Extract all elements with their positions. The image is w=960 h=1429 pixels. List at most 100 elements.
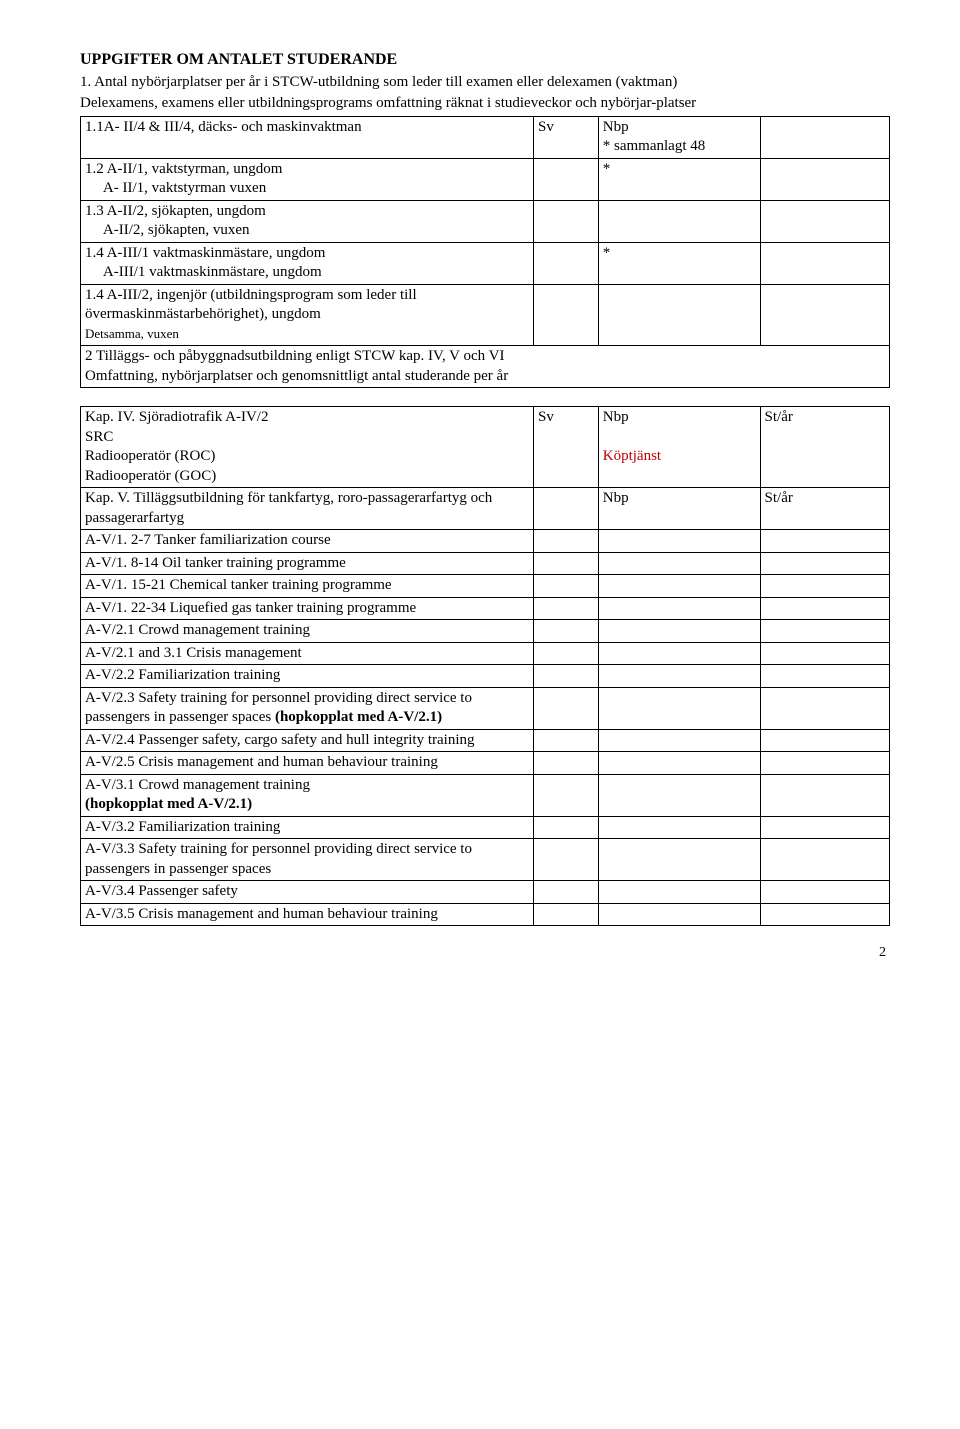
text: SRC <box>85 429 113 445</box>
cell <box>760 839 889 881</box>
cell <box>760 552 889 575</box>
text: (hopkopplat med A-V/2.1) <box>85 796 252 812</box>
cell: St/år <box>760 407 889 488</box>
cell <box>534 881 599 904</box>
cell <box>598 903 760 926</box>
cell: A-V/2.3 Safety training for personnel pr… <box>81 687 534 729</box>
cell <box>760 687 889 729</box>
cell: A-V/3.3 Safety training for personnel pr… <box>81 839 534 881</box>
cell <box>534 200 599 242</box>
cell <box>760 242 889 284</box>
cell <box>534 597 599 620</box>
table-row: A-V/1. 2-7 Tanker familiarization course <box>81 530 890 553</box>
text: A- II/1, vaktstyrman vuxen <box>85 180 266 196</box>
cell <box>598 530 760 553</box>
table-row: A-V/3.3 Safety training for personnel pr… <box>81 839 890 881</box>
cell <box>534 158 599 200</box>
table-row: 1.3 A-II/2, sjökapten, ungdom A-II/2, sj… <box>81 200 890 242</box>
intro-1: 1. Antal nybörjarplatser per år i STCW-u… <box>80 73 890 93</box>
table-row: A-V/1. 15-21 Chemical tanker training pr… <box>81 575 890 598</box>
cell: A-V/2.1 and 3.1 Crisis management <box>81 642 534 665</box>
page-number: 2 <box>80 944 890 962</box>
cell <box>598 575 760 598</box>
cell: A-V/3.5 Crisis management and human beha… <box>81 903 534 926</box>
cell <box>598 552 760 575</box>
cell: Sv <box>534 407 599 488</box>
text: Köptjänst <box>603 448 661 464</box>
cell <box>598 597 760 620</box>
text: A-III/1 vaktmaskinmästare, ungdom <box>85 264 322 280</box>
cell: Nbp Köptjänst <box>598 407 760 488</box>
cell: * <box>598 242 760 284</box>
table-1: 1.1A- II/4 & III/4, däcks- och maskinvak… <box>80 116 890 389</box>
cell <box>760 284 889 346</box>
text: Omfattning, nybörjarplatser och genomsni… <box>85 368 508 384</box>
cell <box>534 665 599 688</box>
cell: 1.4 A-III/1 vaktmaskinmästare, ungdom A-… <box>81 242 534 284</box>
cell <box>534 284 599 346</box>
cell <box>598 200 760 242</box>
cell <box>534 620 599 643</box>
cell <box>760 530 889 553</box>
text: 1.3 A-II/2, sjökapten, ungdom <box>85 203 266 219</box>
cell <box>760 575 889 598</box>
cell <box>760 774 889 816</box>
cell: A-V/3.1 Crowd management training (hopko… <box>81 774 534 816</box>
cell <box>760 158 889 200</box>
cell <box>534 839 599 881</box>
cell: Kap. IV. Sjöradiotrafik A-IV/2 SRC Radio… <box>81 407 534 488</box>
cell: A-V/2.4 Passenger safety, cargo safety a… <box>81 729 534 752</box>
table-row: Kap. IV. Sjöradiotrafik A-IV/2 SRC Radio… <box>81 407 890 488</box>
cell <box>598 839 760 881</box>
cell <box>534 642 599 665</box>
cell: St/år <box>760 488 889 530</box>
table-row: A-V/2.5 Crisis management and human beha… <box>81 752 890 775</box>
cell: Nbp * sammanlagt 48 <box>598 116 760 158</box>
cell: A-V/1. 2-7 Tanker familiarization course <box>81 530 534 553</box>
cell: A-V/1. 15-21 Chemical tanker training pr… <box>81 575 534 598</box>
cell <box>598 881 760 904</box>
table-row: 1.4 A-III/1 vaktmaskinmästare, ungdom A-… <box>81 242 890 284</box>
table-row: 1.1A- II/4 & III/4, däcks- och maskinvak… <box>81 116 890 158</box>
cell: * <box>598 158 760 200</box>
cell: Nbp <box>598 488 760 530</box>
cell <box>760 903 889 926</box>
cell <box>534 530 599 553</box>
cell <box>760 752 889 775</box>
text: Radiooperatör (ROC) <box>85 448 215 464</box>
table-row: 1.4 A-III/2, ingenjör (utbildningsprogra… <box>81 284 890 346</box>
cell <box>534 575 599 598</box>
cell <box>534 729 599 752</box>
cell: A-V/2.5 Crisis management and human beha… <box>81 752 534 775</box>
cell <box>760 597 889 620</box>
table-row: A-V/3.4 Passenger safety <box>81 881 890 904</box>
cell: A-V/2.1 Crowd management training <box>81 620 534 643</box>
cell <box>598 774 760 816</box>
table-row: A-V/2.3 Safety training for personnel pr… <box>81 687 890 729</box>
table-row: A-V/2.1 Crowd management training <box>81 620 890 643</box>
table-row: A-V/3.5 Crisis management and human beha… <box>81 903 890 926</box>
cell <box>598 752 760 775</box>
cell: A-V/3.4 Passenger safety <box>81 881 534 904</box>
cell: A-V/3.2 Familiarization training <box>81 816 534 839</box>
cell <box>534 752 599 775</box>
table-row: A-V/1. 8-14 Oil tanker training programm… <box>81 552 890 575</box>
cell <box>760 881 889 904</box>
table-row: A-V/2.4 Passenger safety, cargo safety a… <box>81 729 890 752</box>
cell: A-V/1. 8-14 Oil tanker training programm… <box>81 552 534 575</box>
text: A-II/2, sjökapten, vuxen <box>85 222 250 238</box>
table-row: A-V/3.1 Crowd management training (hopko… <box>81 774 890 816</box>
cell <box>760 642 889 665</box>
table-row: A-V/3.2 Familiarization training <box>81 816 890 839</box>
cell: 1.4 A-III/2, ingenjör (utbildningsprogra… <box>81 284 534 346</box>
table-row: A-V/1. 22-34 Liquefied gas tanker traini… <box>81 597 890 620</box>
cell: 1.2 A-II/1, vaktstyrman, ungdom A- II/1,… <box>81 158 534 200</box>
cell: Kap. V. Tilläggsutbildning för tankfarty… <box>81 488 534 530</box>
cell <box>534 816 599 839</box>
intro-2: Delexamens, examens eller utbildningspro… <box>80 94 890 114</box>
table-2: Kap. IV. Sjöradiotrafik A-IV/2 SRC Radio… <box>80 406 890 926</box>
page-title: UPPGIFTER OM ANTALET STUDERANDE <box>80 50 890 71</box>
cell <box>534 552 599 575</box>
cell: 1.1A- II/4 & III/4, däcks- och maskinvak… <box>81 116 534 158</box>
text: Radiooperatör (GOC) <box>85 468 216 484</box>
